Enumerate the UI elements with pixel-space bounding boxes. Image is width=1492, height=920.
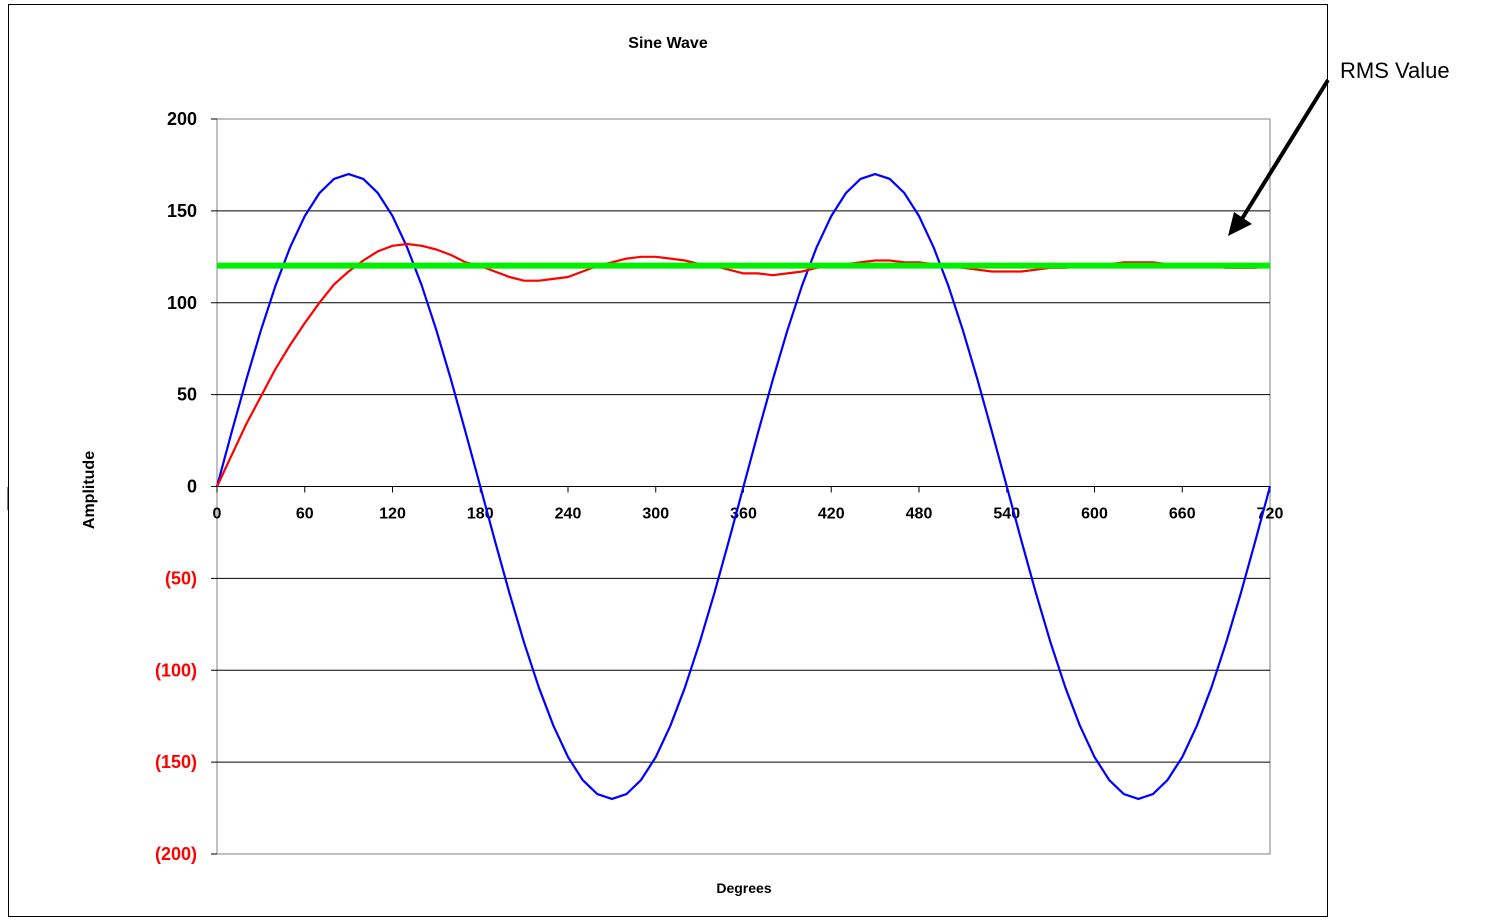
callout-arrow-line bbox=[1238, 78, 1330, 224]
y-tick-label: (200) bbox=[155, 844, 197, 864]
rms-value-callout: RMS Value bbox=[1340, 58, 1450, 83]
callout-arrow-head bbox=[1228, 212, 1252, 236]
y-tick-label: (150) bbox=[155, 752, 197, 772]
y-tick-label: 200 bbox=[167, 109, 197, 129]
y-tick-label: 100 bbox=[167, 293, 197, 313]
x-tick-label: 300 bbox=[642, 506, 669, 523]
x-tick-label: 660 bbox=[1169, 506, 1196, 523]
x-tick-label: 0 bbox=[213, 506, 222, 523]
series-line-running-rms bbox=[216, 242, 1271, 487]
y-tick-label: 150 bbox=[167, 201, 197, 221]
y-tick-label: 0 bbox=[187, 477, 197, 497]
series-line-sine bbox=[215, 173, 1272, 801]
x-tick-label: 120 bbox=[379, 506, 406, 523]
y-tick-label: (100) bbox=[155, 660, 197, 680]
x-tick-label: 60 bbox=[296, 506, 314, 523]
x-axis-label: Degrees bbox=[716, 880, 771, 896]
chart-title: Sine Wave bbox=[628, 35, 708, 52]
x-tick-label: 600 bbox=[1081, 506, 1108, 523]
x-tick-label: 240 bbox=[555, 506, 582, 523]
y-axis-label: Amplitude bbox=[81, 451, 98, 529]
x-tick-label: 420 bbox=[818, 506, 845, 523]
y-tick-label: (50) bbox=[165, 568, 197, 588]
y-tick-label: 50 bbox=[177, 385, 197, 405]
x-tick-label: 480 bbox=[906, 506, 933, 523]
